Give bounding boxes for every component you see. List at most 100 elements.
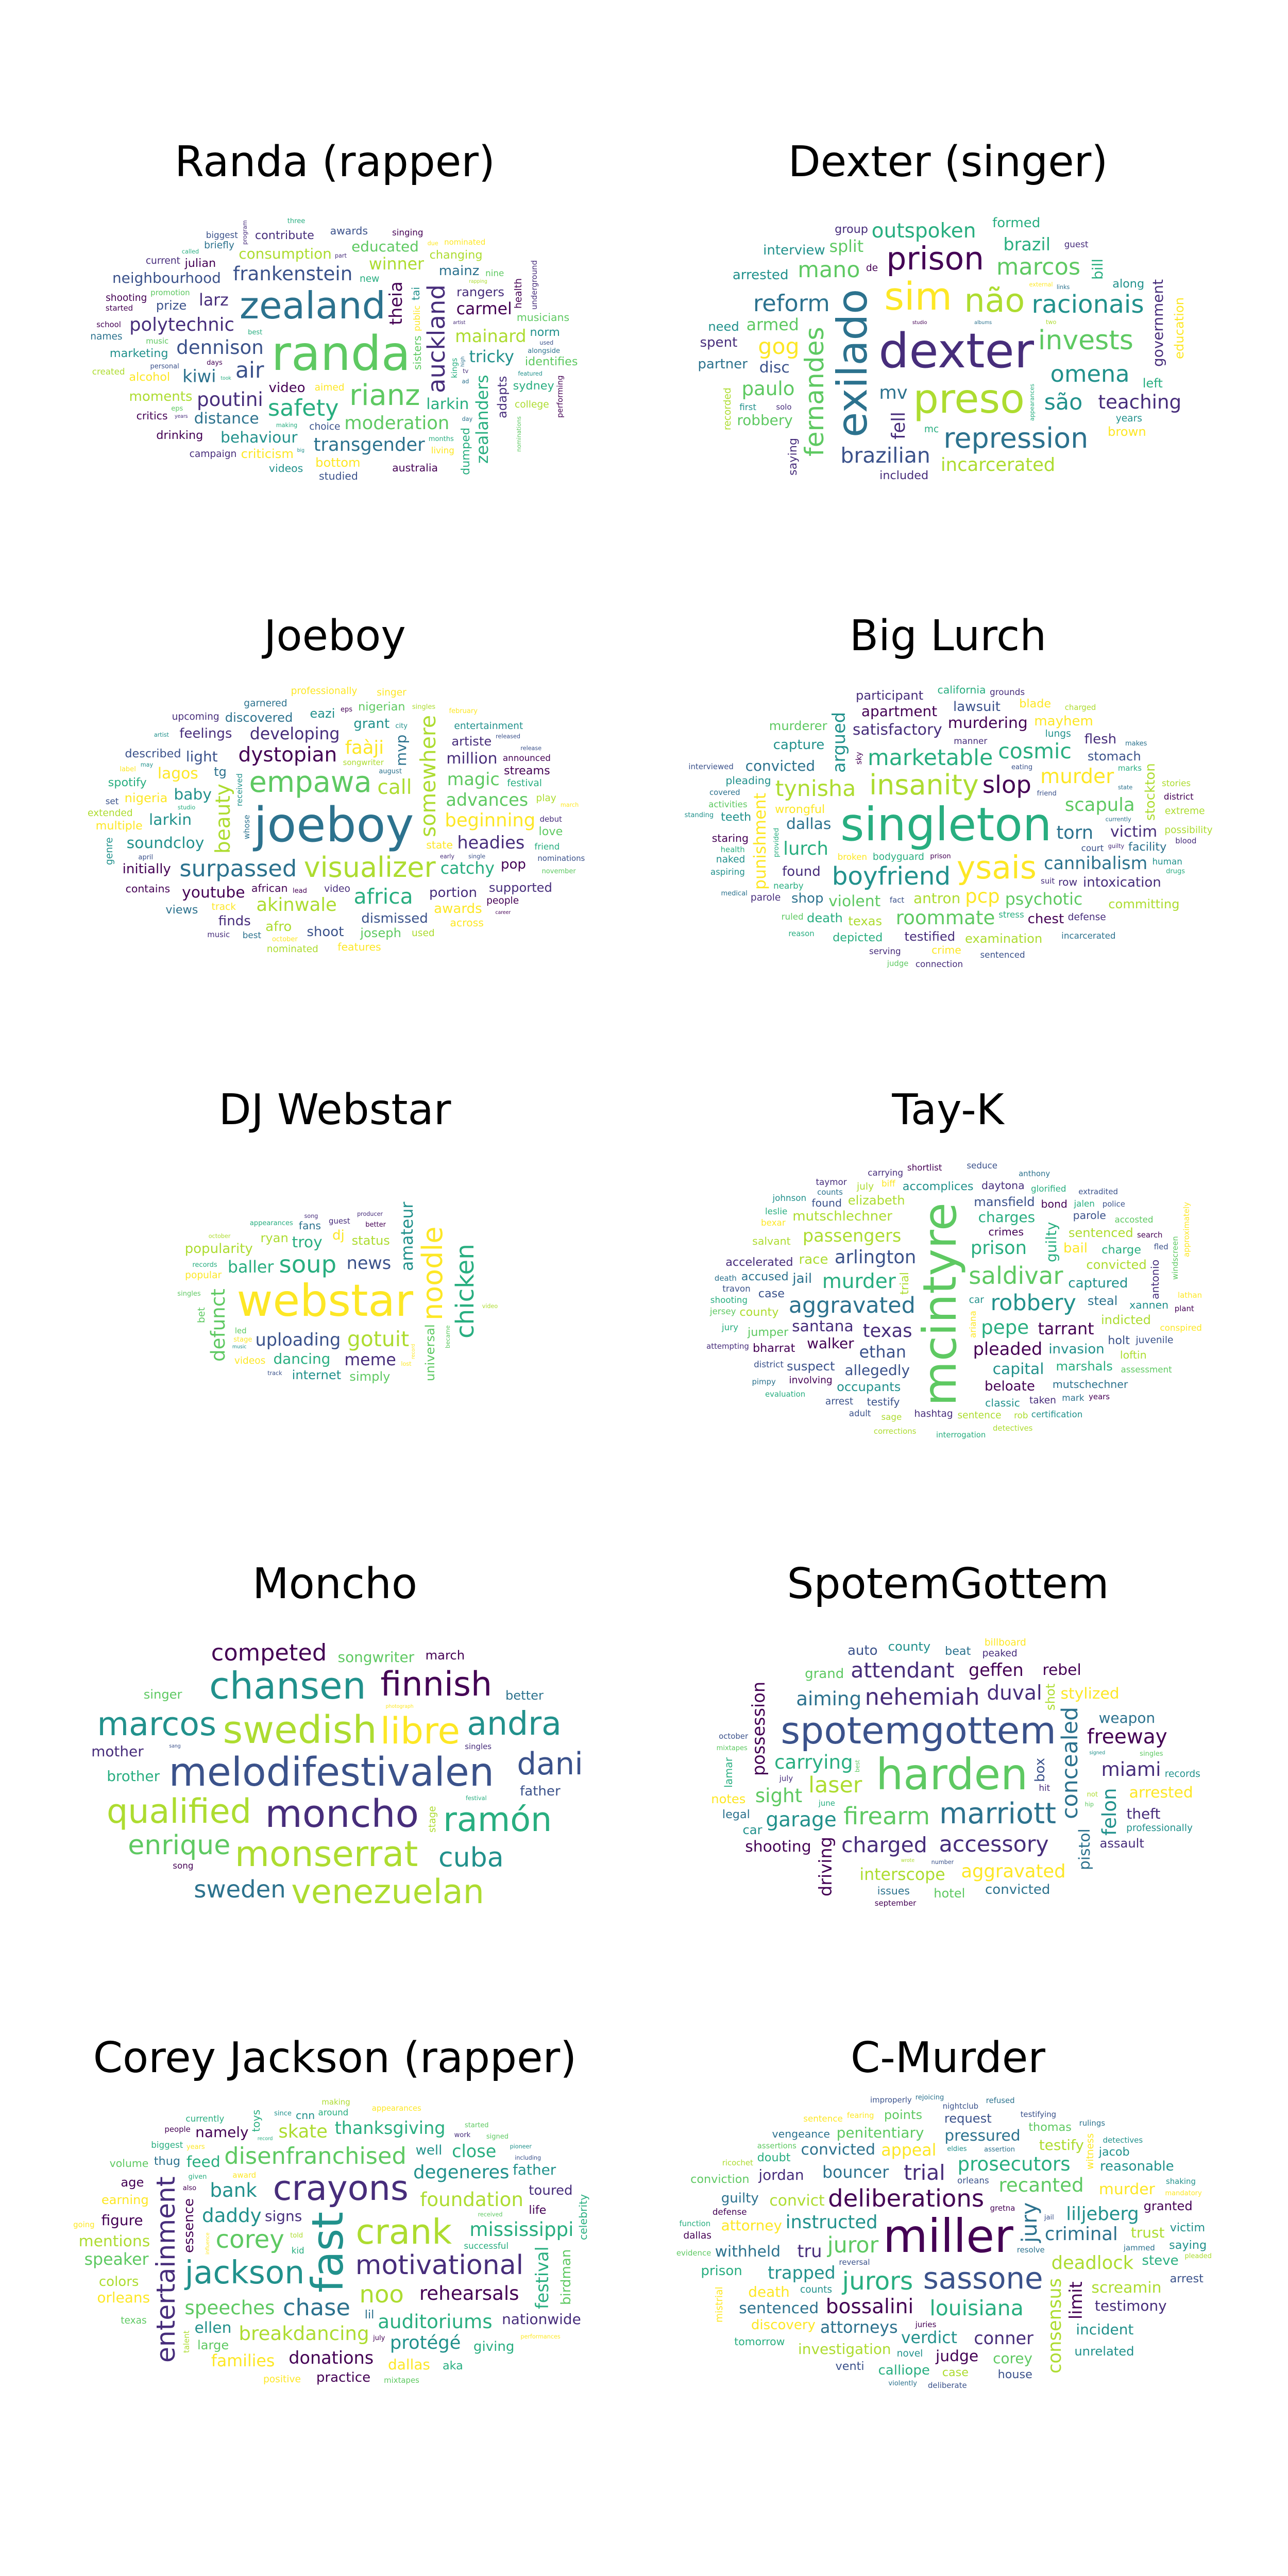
cloud-word: speeches <box>184 2296 275 2319</box>
cloud-word: activities <box>708 799 748 810</box>
cloud-word: dennison <box>176 335 264 359</box>
cloud-word: violent <box>828 892 881 911</box>
cloud-word: hotel <box>934 1886 965 1901</box>
cloud-word: guilty <box>1042 1222 1060 1262</box>
cloud-word: boyfriend <box>832 861 951 891</box>
cloud-word: track <box>211 901 236 912</box>
cloud-word: instructed <box>785 2212 878 2233</box>
cloud-word: currently <box>1105 816 1131 823</box>
cloud-word: juvenile <box>1136 1334 1174 1346</box>
cloud-word: described <box>125 747 181 760</box>
cloud-word: jordan <box>758 2166 804 2184</box>
cloud-word: stockton <box>1142 763 1158 821</box>
wordcloud-panel: Joeboy joeboy empawa visualizer surpassed som… <box>39 608 631 979</box>
cloud-word: ethan <box>859 1343 906 1362</box>
cloud-word: concealed <box>1057 1707 1083 1820</box>
cloud-word: marriott <box>939 1797 1056 1831</box>
cloud-word: names <box>90 331 123 342</box>
cloud-word: stage <box>427 1806 438 1833</box>
cloud-word: also <box>182 2184 197 2193</box>
cloud-word: daddy <box>202 2204 262 2227</box>
cloud-word: sight <box>755 1784 803 1807</box>
cloud-word: briefly <box>204 240 234 251</box>
cloud-word: dani <box>517 1746 583 1782</box>
cloud-word: records <box>192 1261 217 1269</box>
cloud-word: recanted <box>998 2173 1084 2196</box>
cloud-word: laser <box>808 1772 862 1798</box>
cloud-word: marcos <box>996 253 1081 281</box>
cloud-word: unrelated <box>1074 2344 1134 2359</box>
cloud-word: stage <box>233 1336 252 1344</box>
cloud-word: de <box>866 262 878 274</box>
cloud-word: allegedly <box>844 1361 910 1379</box>
cloud-word: tg <box>214 765 227 779</box>
cloud-word: music <box>146 336 169 346</box>
wordcloud-panel: Big Lurch singleton ysais insanity boyfriend… <box>652 608 1244 979</box>
cloud-word: eazi <box>310 706 335 721</box>
cloud-word: interscope <box>859 1865 945 1884</box>
cloud-word: randa <box>271 326 411 381</box>
cloud-word: identifies <box>524 355 578 369</box>
cloud-word: performing <box>555 376 565 418</box>
cloud-word: capital <box>992 1360 1044 1378</box>
cloud-word: attorneys <box>820 2318 898 2337</box>
cloud-word: sassone <box>923 2260 1043 2296</box>
cloud-word: santana <box>792 1317 854 1336</box>
cloud-word: ysais <box>956 850 1037 887</box>
cloud-word: rianz <box>349 379 420 413</box>
cloud-word: crank <box>355 2211 452 2252</box>
cloud-word: sisters <box>411 335 424 370</box>
cloud-word: love <box>538 825 563 839</box>
cloud-word: celebrity <box>577 2194 589 2240</box>
cloud-word: volume <box>109 2157 149 2170</box>
cloud-word: provided <box>773 827 781 858</box>
cloud-word: theia <box>386 281 406 326</box>
cloud-word: stories <box>1162 778 1191 789</box>
cloud-word: troy <box>292 1233 323 1252</box>
cloud-word: approximately <box>1181 1201 1191 1257</box>
cloud-word: awards <box>330 224 368 237</box>
cloud-word: songwriter <box>337 1648 415 1666</box>
cloud-word: connection <box>915 959 963 970</box>
cloud-word: nominated <box>266 943 318 955</box>
cloud-word: accosted <box>1114 1214 1154 1225</box>
cloud-word: safety <box>267 394 339 421</box>
cloud-word: thug <box>154 2154 181 2168</box>
cloud-word: found <box>782 864 821 880</box>
cloud-word: started <box>105 303 133 313</box>
cloud-word: guilty <box>1108 842 1125 850</box>
cloud-word: featured <box>518 370 543 377</box>
cloud-word: classic <box>985 1397 1020 1410</box>
cloud-word: involving <box>789 1375 833 1386</box>
cloud-word: preso <box>913 375 1025 422</box>
cloud-word: pepe <box>981 1316 1029 1339</box>
cloud-word: request <box>944 2111 992 2126</box>
cloud-word: received <box>234 773 244 806</box>
cloud-word: guest <box>1064 239 1089 250</box>
cloud-word: changing <box>429 248 483 262</box>
cloud-word: educated <box>351 238 419 255</box>
cloud-word: links <box>1056 284 1070 291</box>
cloud-word: initially <box>122 861 171 877</box>
cloud-word: poutini <box>197 387 263 411</box>
cloud-word: may <box>140 761 154 769</box>
cloud-word: visualizer <box>303 851 436 884</box>
cloud-word: afro <box>265 919 292 935</box>
cloud-word: disc <box>759 358 790 377</box>
cloud-word: headies <box>457 833 525 853</box>
cloud-word: singles <box>1140 1750 1163 1758</box>
cloud-word: february <box>449 707 478 715</box>
cloud-word: screamin <box>1091 2279 1162 2297</box>
cloud-word: years <box>186 2143 205 2151</box>
cloud-word: crayons <box>273 2168 409 2209</box>
cloud-word: contains <box>125 882 171 895</box>
cloud-word: fell <box>888 412 909 440</box>
cloud-word: tomorrow <box>734 2335 785 2348</box>
cloud-word: transgender <box>313 434 425 455</box>
cloud-word: stomach <box>1087 749 1141 764</box>
cloud-word: convict <box>769 2191 825 2210</box>
cloud-word: notes <box>711 1791 746 1806</box>
cloud-word: venti <box>835 2359 865 2373</box>
cloud-word: health <box>513 278 524 309</box>
cloud-word: personal <box>150 363 179 371</box>
